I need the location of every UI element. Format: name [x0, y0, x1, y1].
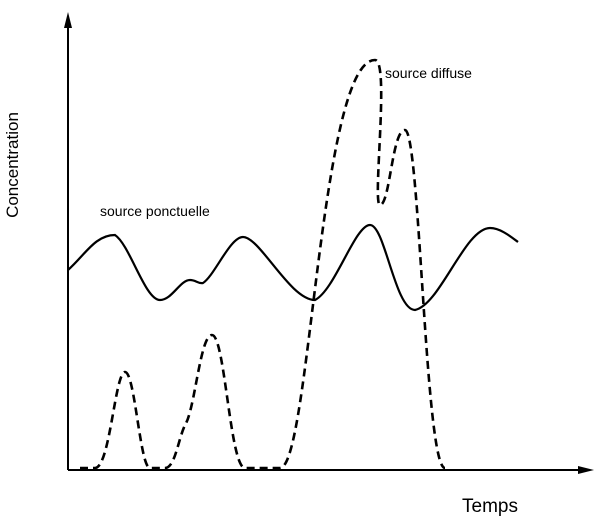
- y-axis-arrow: [64, 12, 72, 28]
- x-axis-arrow: [578, 466, 594, 474]
- y-axis-label: Concentration: [3, 112, 22, 218]
- curve-label: source ponctuelle: [100, 203, 210, 219]
- x-axis-label: Temps: [462, 496, 518, 517]
- solid-curve: [67, 223, 519, 312]
- curve-label: source diffuse: [385, 65, 472, 81]
- dashed-curve: [80, 58, 447, 470]
